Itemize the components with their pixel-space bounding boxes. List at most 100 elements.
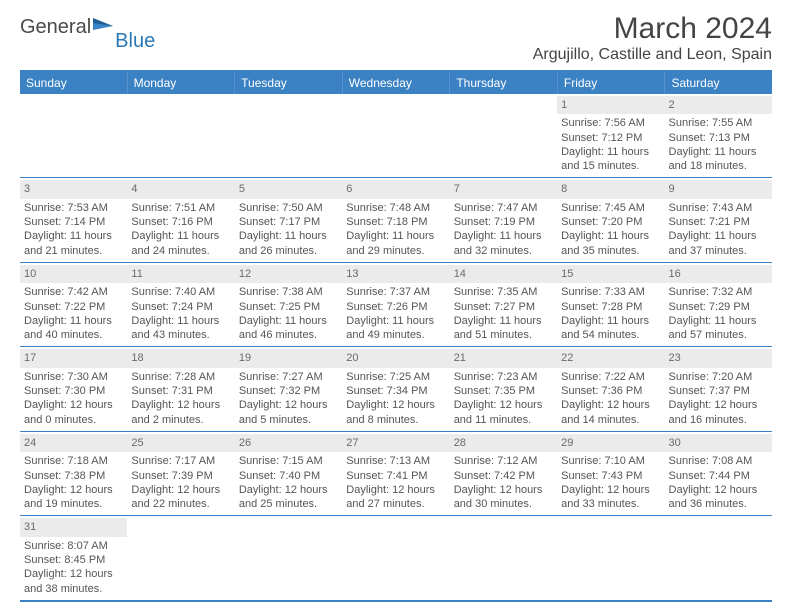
- sunrise-text: Sunrise: 7:25 AM: [346, 370, 445, 384]
- daylight-text: Daylight: 12 hours and 11 minutes.: [454, 398, 553, 427]
- logo: General Blue: [20, 12, 155, 40]
- weekday-header: Sunday: [20, 72, 128, 94]
- calendar-day-cell: 2Sunrise: 7:55 AMSunset: 7:13 PMDaylight…: [665, 94, 772, 177]
- calendar-row: 10Sunrise: 7:42 AMSunset: 7:22 PMDayligh…: [20, 263, 772, 347]
- calendar-day-cell: 8Sunrise: 7:45 AMSunset: 7:20 PMDaylight…: [557, 178, 664, 261]
- sunset-text: Sunset: 7:34 PM: [346, 384, 445, 398]
- daylight-text: Daylight: 12 hours and 22 minutes.: [131, 483, 230, 512]
- calendar-day-cell: 10Sunrise: 7:42 AMSunset: 7:22 PMDayligh…: [20, 263, 127, 346]
- calendar-day-cell: 9Sunrise: 7:43 AMSunset: 7:21 PMDaylight…: [665, 178, 772, 261]
- calendar-day-cell: 22Sunrise: 7:22 AMSunset: 7:36 PMDayligh…: [557, 347, 664, 430]
- day-number: 2: [665, 96, 772, 114]
- calendar-day-cell: 11Sunrise: 7:40 AMSunset: 7:24 PMDayligh…: [127, 263, 234, 346]
- day-number: 27: [342, 434, 449, 452]
- calendar-body: 1Sunrise: 7:56 AMSunset: 7:12 PMDaylight…: [20, 94, 772, 600]
- calendar-day-cell: 24Sunrise: 7:18 AMSunset: 7:38 PMDayligh…: [20, 432, 127, 515]
- sunrise-text: Sunrise: 7:43 AM: [669, 201, 768, 215]
- sunset-text: Sunset: 7:31 PM: [131, 384, 230, 398]
- sunset-text: Sunset: 7:36 PM: [561, 384, 660, 398]
- sunrise-text: Sunrise: 7:23 AM: [454, 370, 553, 384]
- sunset-text: Sunset: 7:43 PM: [561, 469, 660, 483]
- sunset-text: Sunset: 7:25 PM: [239, 300, 338, 314]
- calendar-empty-cell: [127, 516, 234, 599]
- calendar-day-cell: 23Sunrise: 7:20 AMSunset: 7:37 PMDayligh…: [665, 347, 772, 430]
- header: General Blue March 2024 Argujillo, Casti…: [20, 12, 772, 64]
- sunset-text: Sunset: 7:24 PM: [131, 300, 230, 314]
- calendar-empty-cell: [342, 516, 449, 599]
- day-number: 7: [450, 180, 557, 198]
- sunset-text: Sunset: 7:18 PM: [346, 215, 445, 229]
- day-number: 10: [20, 265, 127, 283]
- day-number: 12: [235, 265, 342, 283]
- calendar-row: 24Sunrise: 7:18 AMSunset: 7:38 PMDayligh…: [20, 432, 772, 516]
- logo-text-blue: Blue: [115, 30, 155, 53]
- daylight-text: Daylight: 12 hours and 14 minutes.: [561, 398, 660, 427]
- sunrise-text: Sunrise: 7:17 AM: [131, 454, 230, 468]
- daylight-text: Daylight: 11 hours and 54 minutes.: [561, 314, 660, 343]
- calendar-day-cell: 1Sunrise: 7:56 AMSunset: 7:12 PMDaylight…: [557, 94, 664, 177]
- sunset-text: Sunset: 7:39 PM: [131, 469, 230, 483]
- calendar-day-cell: 5Sunrise: 7:50 AMSunset: 7:17 PMDaylight…: [235, 178, 342, 261]
- calendar-day-cell: 16Sunrise: 7:32 AMSunset: 7:29 PMDayligh…: [665, 263, 772, 346]
- calendar-empty-cell: [127, 94, 234, 177]
- sunset-text: Sunset: 7:16 PM: [131, 215, 230, 229]
- calendar-empty-cell: [235, 94, 342, 177]
- sunrise-text: Sunrise: 7:51 AM: [131, 201, 230, 215]
- sunset-text: Sunset: 7:27 PM: [454, 300, 553, 314]
- day-number: 21: [450, 349, 557, 367]
- sunset-text: Sunset: 7:28 PM: [561, 300, 660, 314]
- sunset-text: Sunset: 7:37 PM: [669, 384, 768, 398]
- sunset-text: Sunset: 7:30 PM: [24, 384, 123, 398]
- sunrise-text: Sunrise: 7:56 AM: [561, 116, 660, 130]
- daylight-text: Daylight: 12 hours and 16 minutes.: [669, 398, 768, 427]
- daylight-text: Daylight: 11 hours and 43 minutes.: [131, 314, 230, 343]
- sunrise-text: Sunrise: 7:15 AM: [239, 454, 338, 468]
- calendar-empty-cell: [665, 516, 772, 599]
- daylight-text: Daylight: 11 hours and 18 minutes.: [669, 145, 768, 174]
- calendar-empty-cell: [557, 516, 664, 599]
- sunset-text: Sunset: 7:19 PM: [454, 215, 553, 229]
- day-number: 23: [665, 349, 772, 367]
- calendar-empty-cell: [450, 516, 557, 599]
- month-title: March 2024: [533, 12, 772, 46]
- day-number: 6: [342, 180, 449, 198]
- calendar-day-cell: 17 Sunrise: 7:30 AMSunset: 7:30 PMDayligh…: [20, 347, 127, 430]
- daylight-text: Daylight: 12 hours and 36 minutes.: [669, 483, 768, 512]
- sunset-text: Sunset: 7:32 PM: [239, 384, 338, 398]
- daylight-text: Daylight: 12 hours and 0 minutes.: [24, 398, 123, 427]
- weekday-header: Monday: [128, 72, 236, 94]
- calendar-row: 31Sunrise: 8:07 AMSunset: 8:45 PMDayligh…: [20, 516, 772, 599]
- calendar-day-cell: 29Sunrise: 7:10 AMSunset: 7:43 PMDayligh…: [557, 432, 664, 515]
- sunrise-text: Sunrise: 7:45 AM: [561, 201, 660, 215]
- sunrise-text: Sunrise: 7:38 AM: [239, 285, 338, 299]
- calendar-empty-cell: [20, 94, 127, 177]
- sunset-text: Sunset: 7:29 PM: [669, 300, 768, 314]
- sunrise-text: Sunrise: 7:30 AM: [24, 370, 123, 384]
- daylight-text: Daylight: 11 hours and 29 minutes.: [346, 229, 445, 258]
- daylight-text: Daylight: 11 hours and 37 minutes.: [669, 229, 768, 258]
- sunrise-text: Sunrise: 7:32 AM: [669, 285, 768, 299]
- day-number: 19: [235, 349, 342, 367]
- calendar-empty-cell: [450, 94, 557, 177]
- daylight-text: Daylight: 11 hours and 35 minutes.: [561, 229, 660, 258]
- daylight-text: Daylight: 11 hours and 32 minutes.: [454, 229, 553, 258]
- day-number: 18: [127, 349, 234, 367]
- calendar-day-cell: 27Sunrise: 7:13 AMSunset: 7:41 PMDayligh…: [342, 432, 449, 515]
- calendar: SundayMondayTuesdayWednesdayThursdayFrid…: [20, 70, 772, 602]
- daylight-text: Daylight: 12 hours and 27 minutes.: [346, 483, 445, 512]
- sunrise-text: Sunrise: 7:10 AM: [561, 454, 660, 468]
- daylight-text: Daylight: 11 hours and 46 minutes.: [239, 314, 338, 343]
- day-number: 17: [20, 349, 127, 367]
- daylight-text: Daylight: 12 hours and 38 minutes.: [24, 567, 123, 596]
- sunset-text: Sunset: 7:13 PM: [669, 131, 768, 145]
- sunset-text: Sunset: 7:35 PM: [454, 384, 553, 398]
- weekday-header: Thursday: [450, 72, 558, 94]
- day-number: 30: [665, 434, 772, 452]
- sunset-text: Sunset: 7:40 PM: [239, 469, 338, 483]
- day-number: 22: [557, 349, 664, 367]
- sunrise-text: Sunrise: 7:13 AM: [346, 454, 445, 468]
- weekday-header: Friday: [558, 72, 666, 94]
- daylight-text: Daylight: 11 hours and 57 minutes.: [669, 314, 768, 343]
- daylight-text: Daylight: 11 hours and 26 minutes.: [239, 229, 338, 258]
- sunrise-text: Sunrise: 7:48 AM: [346, 201, 445, 215]
